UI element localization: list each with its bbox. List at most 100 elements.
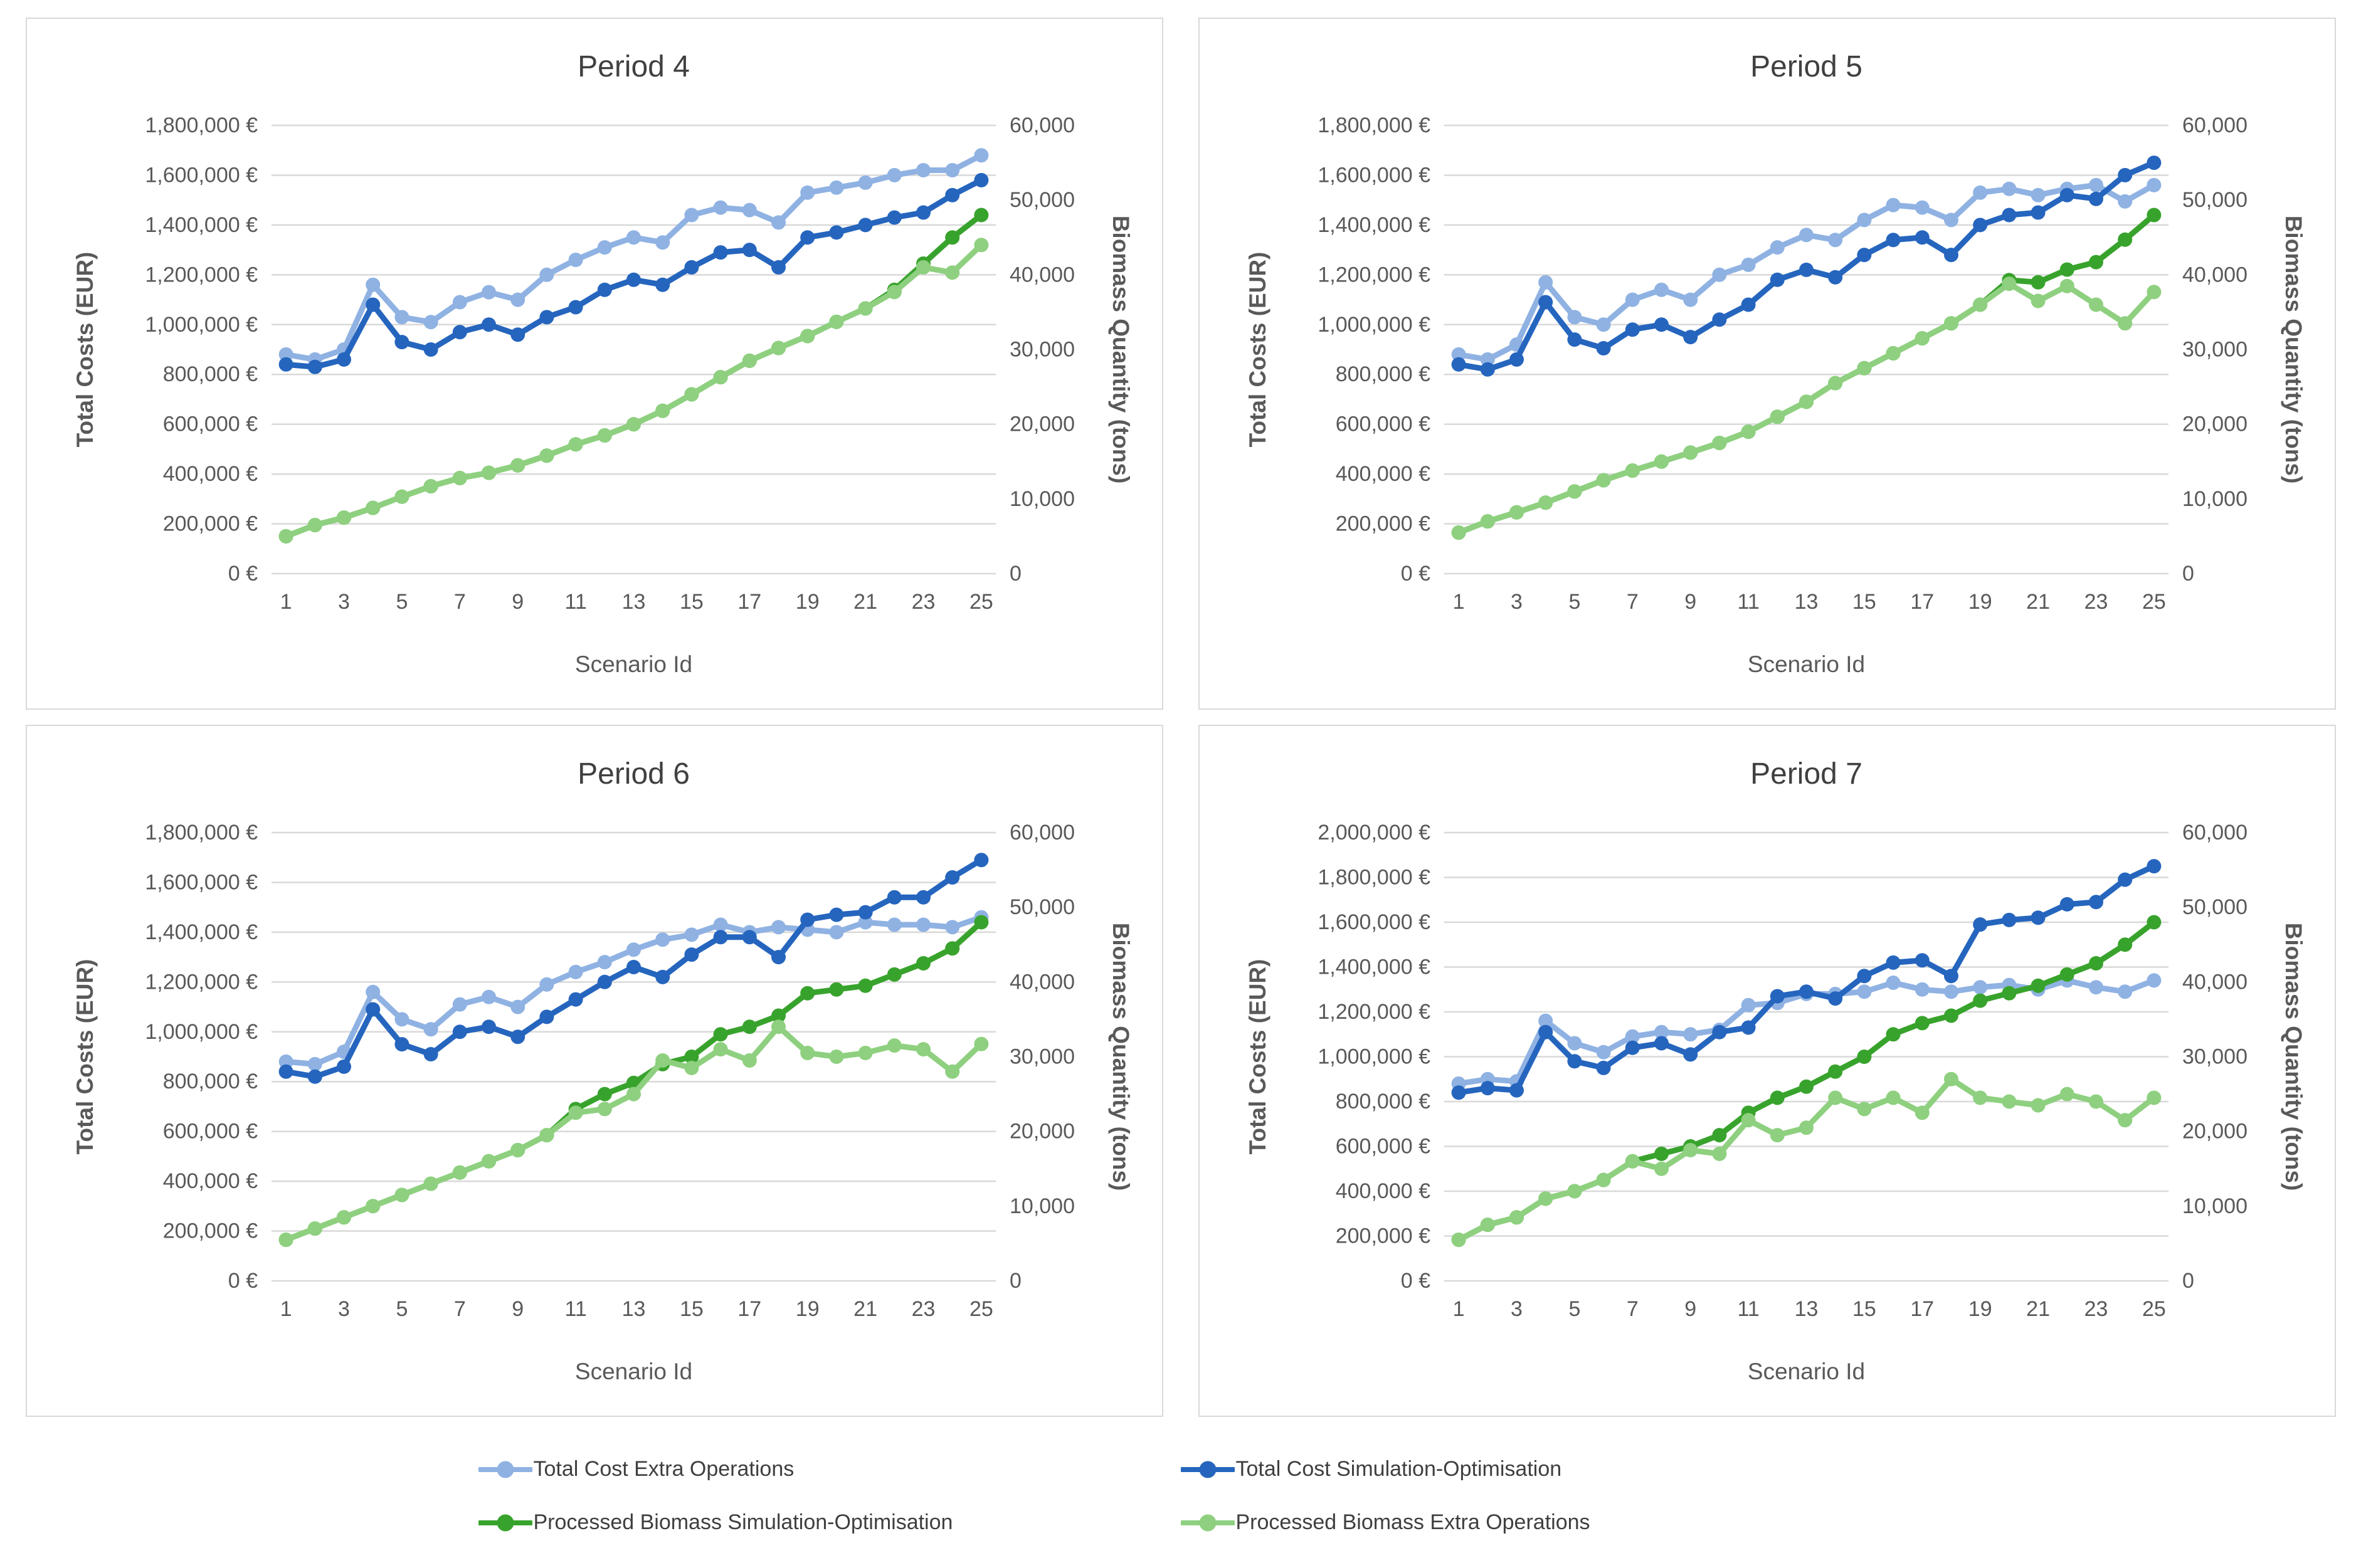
- data-point-marker: [1741, 997, 1756, 1013]
- legend-item: Total Cost Simulation-Optimisation: [1180, 1457, 1883, 1481]
- period-7-chart: 2,000,000 € 1,800,000 € 1,600,000 € 1,400,0…: [1245, 757, 2306, 1384]
- data-point-marker: [1798, 262, 1814, 277]
- data-point-marker: [973, 172, 988, 187]
- data-point-marker: [423, 1047, 438, 1061]
- data-point-marker: [858, 978, 873, 993]
- data-point-marker: [1856, 213, 1871, 228]
- x-axis-title: Scenario Id: [574, 1359, 692, 1384]
- x-axis-title: Scenario Id: [574, 651, 692, 677]
- data-point-marker: [858, 1046, 873, 1060]
- data-point-marker: [858, 301, 873, 316]
- data-point-marker: [973, 853, 988, 868]
- data-point-marker: [1915, 1105, 1930, 1120]
- data-point-marker: [973, 208, 988, 223]
- data-point-marker: [1856, 1102, 1871, 1117]
- left-axis-tick-label: 1,800,000 €: [145, 821, 258, 845]
- data-point-marker: [2088, 191, 2103, 206]
- data-point-marker: [481, 465, 496, 480]
- data-point-marker: [626, 942, 641, 957]
- data-point-marker: [828, 1050, 843, 1064]
- data-point-marker: [1480, 352, 1495, 367]
- x-axis-tick-label: 1: [280, 590, 292, 614]
- left-axis-tick-label: 1,800,000 €: [1318, 113, 1430, 137]
- left-axis-tick-label: 200,000 €: [162, 1219, 257, 1243]
- data-point-marker: [944, 265, 959, 280]
- x-axis-tick-label: 19: [1968, 590, 1992, 614]
- data-point-marker: [742, 203, 757, 218]
- data-point-marker: [626, 960, 641, 974]
- data-point-marker: [481, 989, 496, 1004]
- data-point-marker: [1566, 484, 1582, 499]
- left-axis-tick-label: 800,000 €: [1335, 1090, 1430, 1113]
- left-axis-tick-label: 1,200,000 €: [145, 263, 258, 287]
- data-point-marker: [828, 180, 843, 195]
- data-point-marker: [278, 1233, 293, 1247]
- data-point-marker: [1972, 185, 1987, 200]
- left-axis-title: Total Costs (EUR): [72, 252, 98, 448]
- left-axis-tick-label: 0 €: [228, 1269, 257, 1293]
- left-axis-tick-label: 1,400,000 €: [1318, 213, 1430, 237]
- x-axis-tick-label: 15: [679, 1297, 703, 1321]
- data-point-marker: [887, 967, 902, 982]
- data-point-marker: [1827, 991, 1842, 1006]
- chart-title: Period 5: [1750, 50, 1862, 83]
- data-point-marker: [1596, 1044, 1611, 1060]
- data-point-marker: [1538, 275, 1553, 290]
- data-point-marker: [1798, 1120, 1814, 1135]
- data-point-marker: [1972, 980, 1987, 995]
- right-axis-tick-label: 0: [1010, 562, 1022, 586]
- left-axis-tick-label: 1,800,000 €: [145, 113, 258, 137]
- x-axis-tick-label: 25: [969, 1297, 993, 1321]
- data-point-marker: [771, 920, 786, 935]
- left-axis-tick-label: 1,200,000 €: [145, 970, 258, 994]
- data-point-marker: [2031, 187, 2046, 203]
- left-axis-tick-label: 400,000 €: [1335, 1179, 1430, 1203]
- data-point-marker: [452, 325, 467, 340]
- data-point-marker: [771, 340, 786, 355]
- data-point-marker: [713, 200, 728, 215]
- x-axis-tick-label: 3: [338, 1297, 350, 1321]
- data-point-marker: [2146, 208, 2161, 223]
- data-point-marker: [278, 529, 293, 544]
- data-point-marker: [1770, 272, 1785, 287]
- x-axis-tick-label: 13: [1794, 1297, 1818, 1321]
- data-point-marker: [1596, 341, 1611, 355]
- right-axis-title: Biomass Quantity (tons): [1108, 216, 1134, 484]
- data-point-marker: [307, 359, 322, 374]
- data-point-marker: [713, 370, 728, 385]
- data-point-marker: [2088, 177, 2103, 192]
- x-axis-tick-label: 15: [1852, 1297, 1876, 1321]
- charts-grid: 1,800,000 € 1,600,000 € 1,400,000 € 1,200,0…: [16, 18, 2345, 1417]
- data-point-marker: [2059, 262, 2074, 277]
- data-point-marker: [1886, 233, 1901, 248]
- data-point-marker: [481, 285, 496, 300]
- data-point-marker: [944, 163, 959, 177]
- data-point-marker: [858, 915, 873, 930]
- x-axis-tick-label: 21: [2026, 1297, 2050, 1321]
- series-line: [283, 212, 984, 539]
- right-axis-tick-label: 60,000: [1010, 113, 1075, 137]
- legend-line-circle-marker-icon: [478, 1461, 532, 1478]
- x-axis-title: Scenario Id: [1747, 1359, 1864, 1384]
- data-point-marker: [597, 428, 612, 443]
- data-point-marker: [423, 1176, 438, 1191]
- data-point-marker: [2031, 275, 2046, 290]
- left-axis-tick-label: 200,000 €: [1335, 1224, 1430, 1248]
- data-point-marker: [597, 240, 612, 255]
- data-point-marker: [1770, 240, 1785, 255]
- data-point-marker: [626, 230, 641, 245]
- x-axis-tick-label: 9: [1684, 590, 1696, 614]
- x-axis-tick-label: 5: [1568, 590, 1580, 614]
- left-axis-tick-label: 1,000,000 €: [145, 1020, 258, 1044]
- right-axis-tick-label: 20,000: [2182, 413, 2247, 436]
- data-point-marker: [1625, 322, 1640, 337]
- data-point-marker: [1886, 197, 1901, 213]
- data-point-marker: [1566, 310, 1582, 325]
- left-axis-tick-label: 200,000 €: [162, 512, 257, 536]
- data-point-marker: [858, 175, 873, 190]
- data-point-marker: [1741, 1113, 1756, 1128]
- data-point-marker: [1711, 436, 1726, 450]
- data-point-marker: [1798, 228, 1814, 243]
- period-6-chart: 1,800,000 € 1,600,000 € 1,400,000 € 1,200,0…: [72, 757, 1134, 1384]
- data-point-marker: [1915, 1016, 1930, 1031]
